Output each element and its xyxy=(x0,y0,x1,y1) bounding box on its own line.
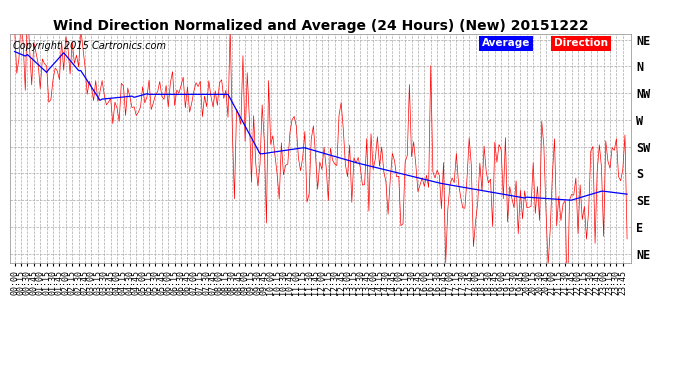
Title: Wind Direction Normalized and Average (24 Hours) (New) 20151222: Wind Direction Normalized and Average (2… xyxy=(53,19,589,33)
Text: Average: Average xyxy=(482,38,531,48)
Text: Copyright 2015 Cartronics.com: Copyright 2015 Cartronics.com xyxy=(14,40,166,51)
Text: Direction: Direction xyxy=(553,38,608,48)
